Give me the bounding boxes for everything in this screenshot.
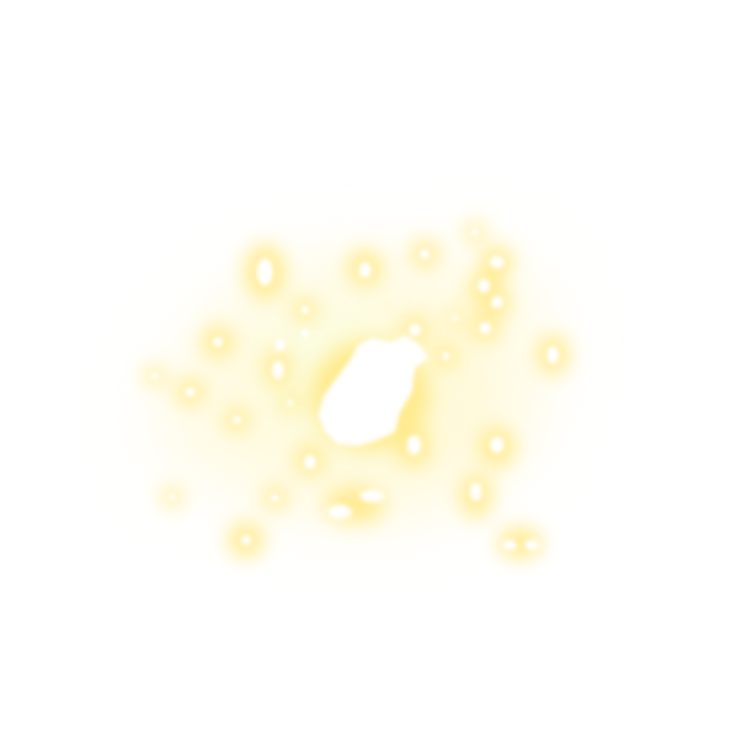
central-bright-blob xyxy=(318,335,428,446)
particle-cores xyxy=(152,229,559,550)
